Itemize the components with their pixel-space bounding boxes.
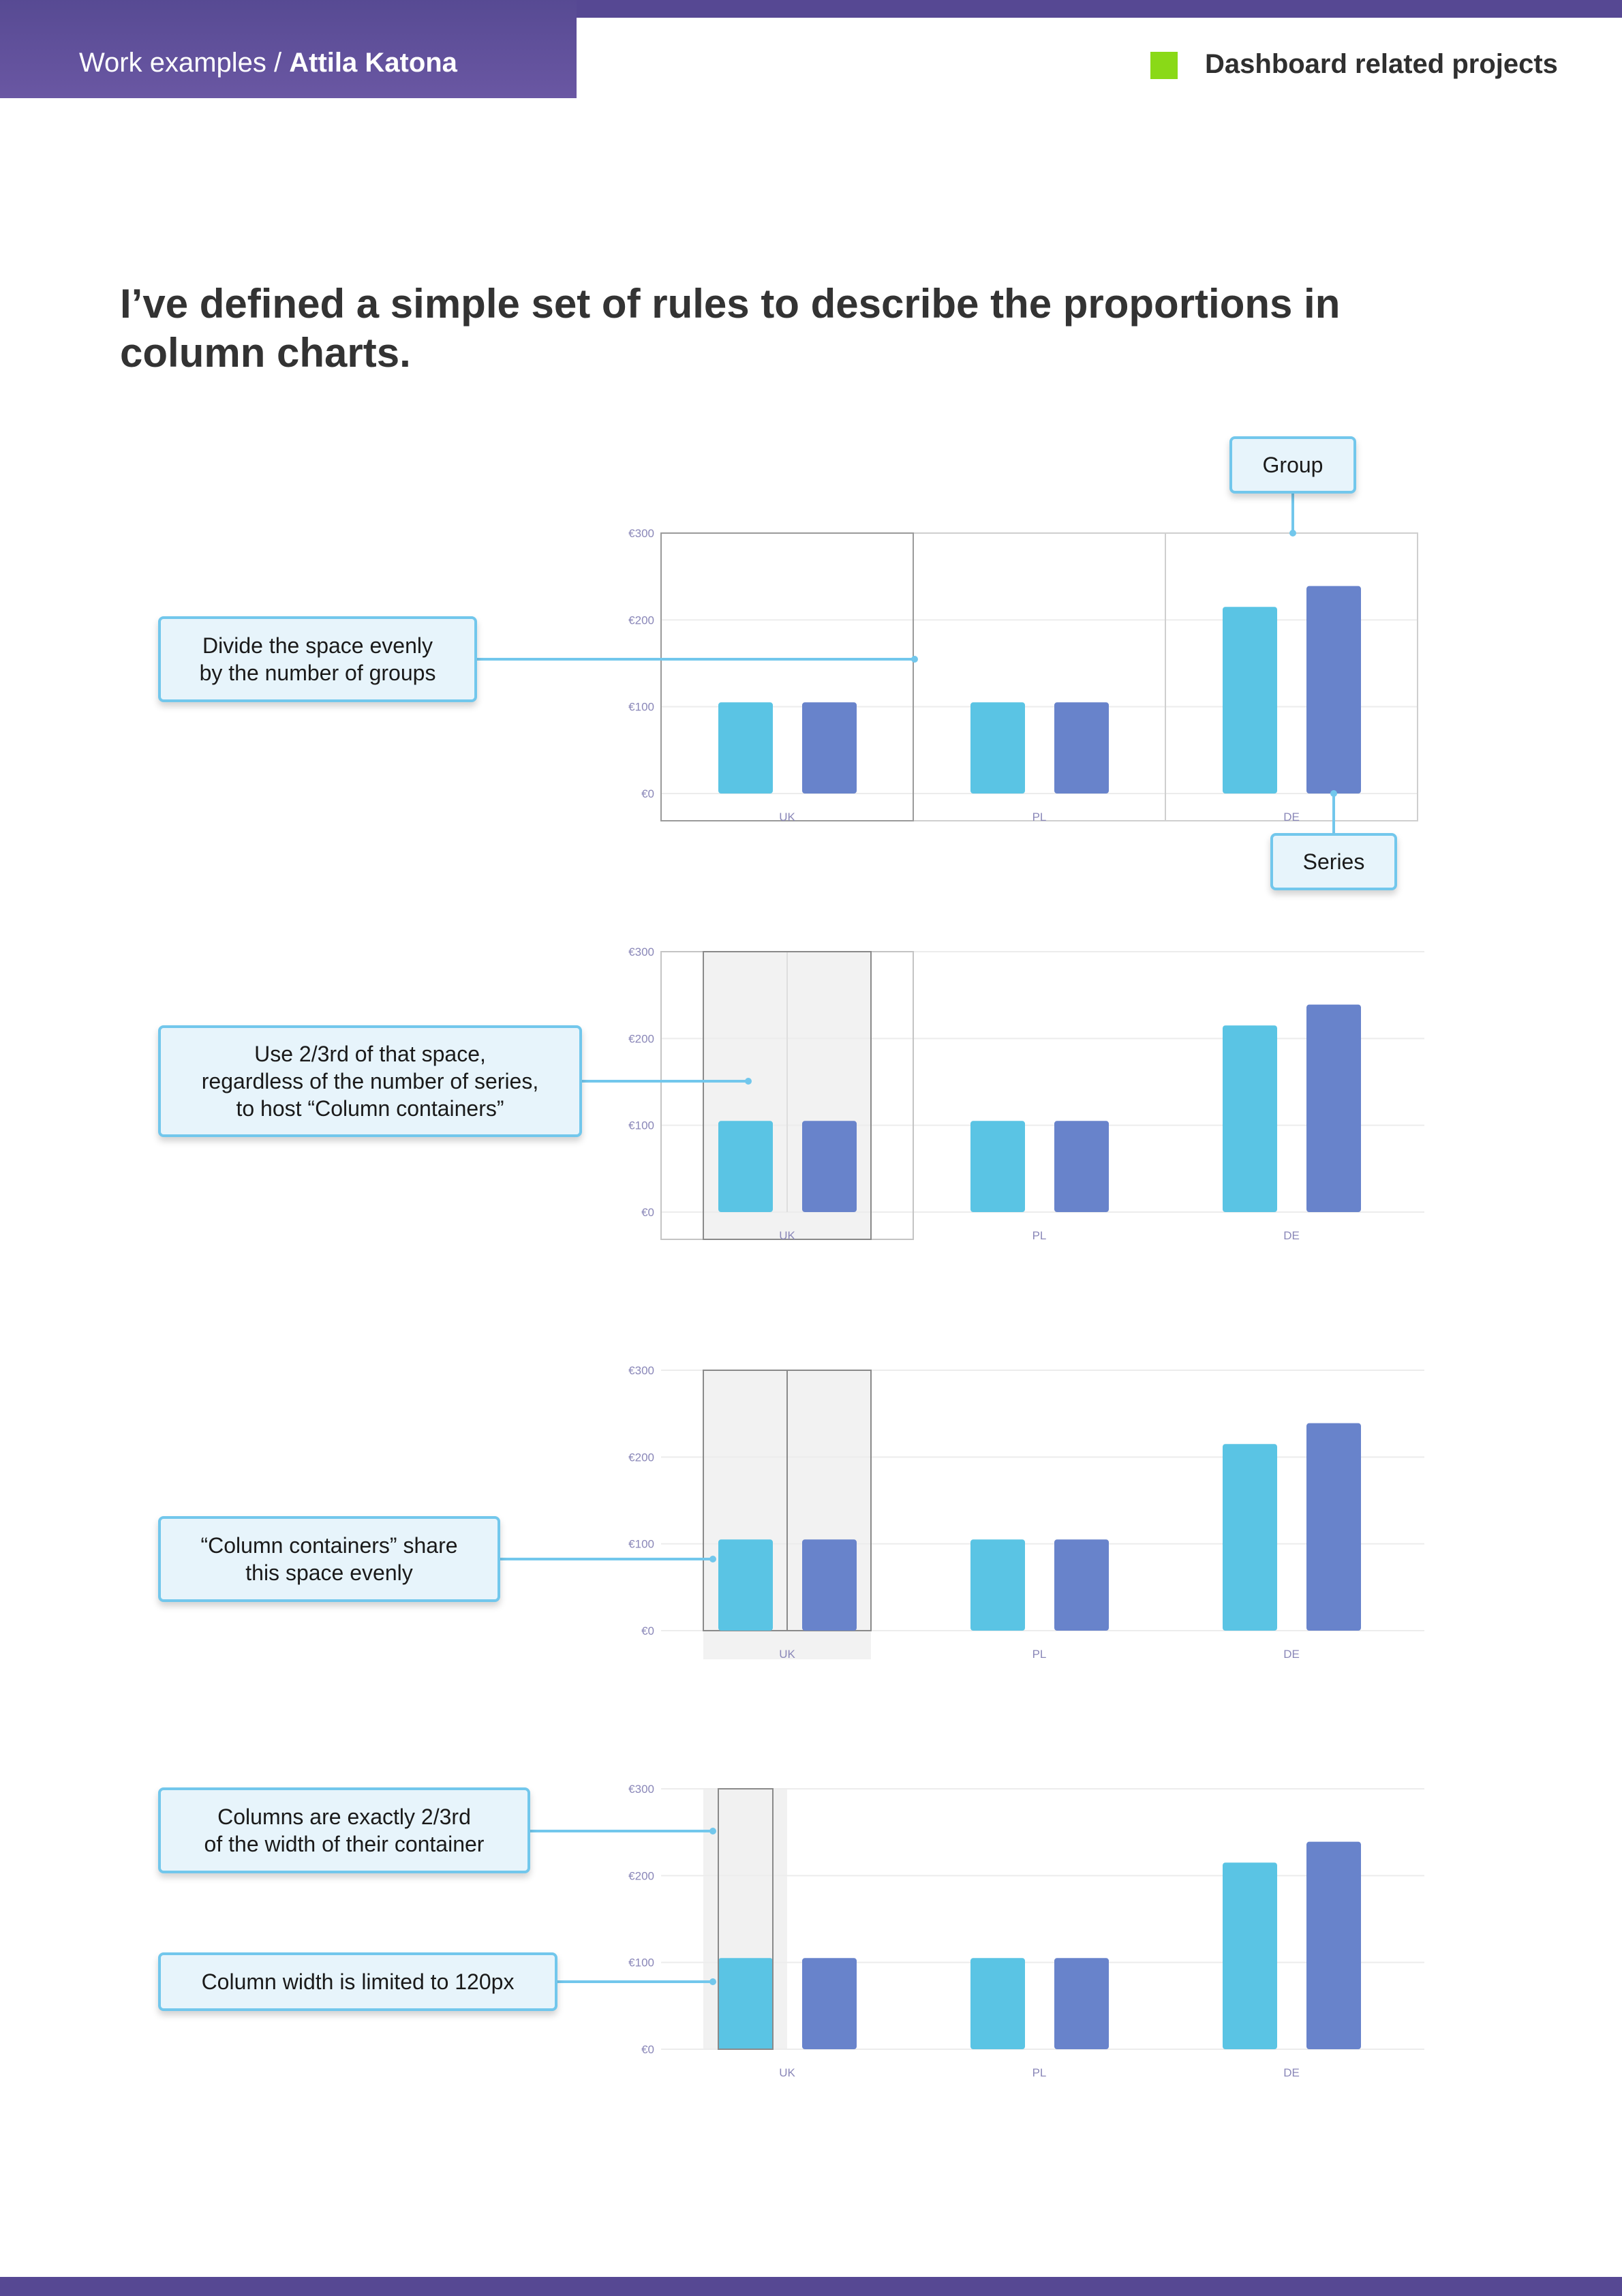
chart4-x-tick-label: DE [1283,2066,1300,2079]
chart1-group-box [913,532,1166,821]
chart4-bar-pl-series-2 [1054,1958,1109,2049]
header-author: Attila Katona [289,48,457,78]
connector-columns-width-dot [709,1828,716,1834]
chart1-group-box-highlight [660,532,914,821]
callout-column-limit: Column width is limited to 120px [158,1952,557,2011]
chart3-bar-pl-series-2 [1054,1539,1109,1631]
chart3-x-tick-label: UK [779,1648,795,1661]
chart3-bar-pl-series-1 [970,1539,1025,1631]
chart1-bar-de-series-2 [1306,586,1361,794]
callout-divide-space: Divide the space evenly by the number of… [158,616,477,702]
header-breadcrumb: Work examples / Attila Katona [79,48,457,78]
chart1-group-box [1165,532,1418,821]
callout-containers-share: “Column containers” share this space eve… [158,1516,500,1602]
chart1-y-tick-label: €200 [628,614,654,626]
callout-group-text: Group [1262,453,1323,477]
callout-use-two-thirds-text: Use 2/3rd of that space, regardless of t… [201,1042,539,1121]
chart4-column-outline [718,1788,774,2050]
chart2-x-tick-label: PL [1032,1229,1047,1242]
chart3-bar-de-series-1 [1223,1444,1277,1631]
callout-columns-width: Columns are exactly 2/3rd of the width o… [158,1787,530,1873]
chart2-y-tick-label: €0 [641,1206,654,1219]
chart2-bar-de-series-2 [1306,1004,1361,1212]
callout-columns-width-text: Columns are exactly 2/3rd of the width o… [204,1804,485,1856]
chart1-y-tick-label: €300 [628,527,654,540]
chart3-y-tick-label: €100 [628,1538,654,1551]
chart1-x-tick-label: PL [1032,811,1047,824]
chart3-y-tick-label: €300 [628,1364,654,1377]
chart2-y-tick-label: €100 [628,1119,654,1132]
connector-column-limit-dot [709,1978,716,1985]
chart1-x-tick-label: UK [779,811,795,824]
callout-use-two-thirds: Use 2/3rd of that space, regardless of t… [158,1025,582,1137]
chart1-bar-pl-series-2 [1054,702,1109,794]
chart4-bar-de-series-2 [1306,1841,1361,2049]
chart4-bar-de-series-1 [1223,1862,1277,2049]
callout-containers-share-text: “Column containers” share this space eve… [200,1533,458,1585]
chart1-group-box [660,532,914,821]
chart2-bar-uk-series-2 [802,1121,857,1212]
section-title: Dashboard related projects [1205,49,1558,79]
connector-series-dot [1330,790,1337,797]
chart1-x-tick-label: DE [1283,811,1300,824]
chart4-bar-uk-series-2 [802,1958,857,2049]
connector-use-two-thirds-dot [745,1078,752,1085]
chart4-y-tick-label: €100 [628,1957,654,1969]
chart2-x-tick-label: DE [1283,1229,1300,1242]
chart1-bar-uk-series-2 [802,702,857,794]
chart3-x-tick-label: PL [1032,1648,1047,1661]
chart2-bar-pl-series-2 [1054,1121,1109,1212]
connector-divide-space-dot [911,656,918,663]
section-legend-square [1150,52,1178,79]
chart1-bar-de-series-1 [1223,607,1277,794]
chart4-y-tick-label: €200 [628,1869,654,1882]
chart2-y-tick-label: €300 [628,946,654,958]
chart2-y-tick-label: €200 [628,1032,654,1045]
chart3-x-tick-label: DE [1283,1648,1300,1661]
chart3-bar-de-series-2 [1306,1423,1361,1631]
chart4-x-tick-label: PL [1032,2066,1047,2079]
headline: I’ve defined a simple set of rules to de… [120,281,1341,376]
callout-divide-space-text: Divide the space evenly by the number of… [199,633,436,685]
chart4-y-tick-label: €0 [641,2043,654,2056]
chart1-bar-uk-series-1 [718,702,773,794]
chart2-bar-pl-series-1 [970,1121,1025,1212]
callout-series: Series [1270,833,1397,890]
chart3-bar-uk-series-1 [718,1539,773,1631]
chart1-y-tick-label: €0 [641,787,654,800]
callout-group: Group [1229,436,1356,494]
chart2-bar-de-series-1 [1223,1025,1277,1212]
chart4-bar-pl-series-1 [970,1958,1025,2049]
chart3-y-tick-label: €200 [628,1451,654,1464]
bottom-accent-strip [0,2277,1622,2296]
chart3-bar-uk-series-2 [802,1539,857,1631]
chart3-y-tick-label: €0 [641,1625,654,1637]
chart4-bar-uk-series-1 [718,1958,773,2049]
header-tab: Work examples / Attila Katona [0,0,577,98]
header-prefix: Work examples / [79,48,290,78]
chart2-column-container-outline [703,951,872,1240]
callout-column-limit-text: Column width is limited to 120px [201,1969,515,1994]
chart4-x-tick-label: UK [779,2066,795,2079]
chart1-y-tick-label: €100 [628,701,654,714]
chart2-bar-uk-series-1 [718,1121,773,1212]
chart4-y-tick-label: €300 [628,1783,654,1796]
callout-series-text: Series [1302,849,1365,874]
connector-group-dot [1289,530,1296,537]
connector-containers-share-dot [709,1556,716,1562]
chart1-bar-pl-series-1 [970,702,1025,794]
chart2-x-tick-label: UK [779,1229,795,1242]
